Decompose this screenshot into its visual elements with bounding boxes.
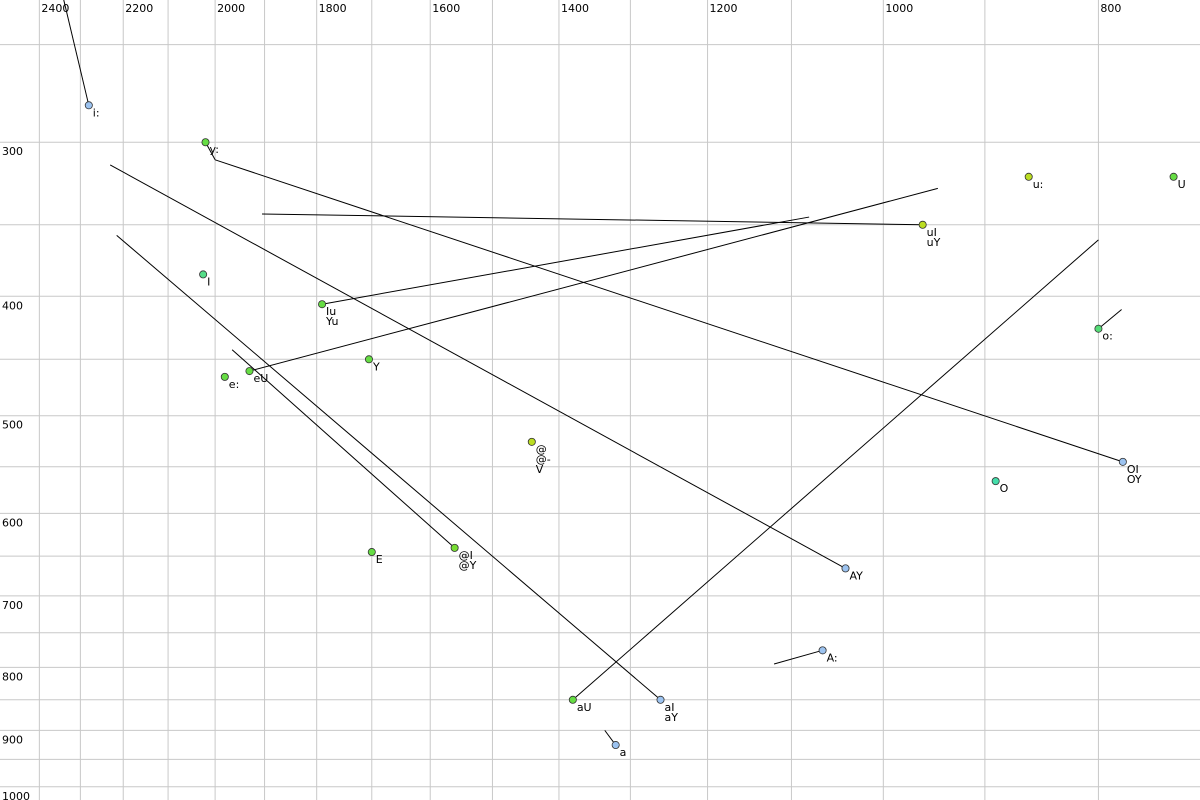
vowel-label: OY: [1127, 473, 1142, 486]
vowel-label: @-: [536, 453, 551, 466]
vowel-point: [656, 695, 665, 704]
vowel-label: A:: [827, 651, 838, 664]
x-tick-label: 800: [1100, 2, 1121, 15]
trajectory: [63, 0, 90, 106]
vowel-label: AY: [850, 569, 864, 582]
vowel-label: O: [1000, 482, 1009, 495]
vowel-label: Iu: [326, 305, 336, 318]
y-tick-label: 400: [2, 299, 23, 312]
trajectory: [572, 239, 1099, 701]
y-tick-label: 900: [2, 733, 23, 746]
vowel-label: i:: [93, 106, 100, 119]
y-tick-label: 600: [2, 516, 23, 529]
vowel-point: [367, 548, 376, 557]
vowel-point: [1024, 172, 1033, 181]
vowel-label: aI: [665, 701, 675, 714]
vowel-label: U: [1178, 178, 1186, 191]
vowel-label: @I: [459, 549, 473, 562]
trajectory: [1098, 309, 1122, 330]
vowel-point: [1169, 172, 1178, 181]
trajectory: [231, 349, 455, 549]
y-tick-label: 300: [2, 145, 23, 158]
vowel-point: [84, 101, 93, 110]
vowel-label: e:: [229, 378, 239, 391]
y-tick-label: 800: [2, 670, 23, 683]
vowel-point: [841, 564, 850, 573]
x-tick-label: 2000: [217, 2, 245, 15]
vowel-point: [527, 437, 536, 446]
vowel-point: [991, 477, 1000, 486]
trajectories: [63, 0, 1123, 746]
trajectory: [262, 213, 923, 226]
x-tick-label: 1000: [885, 2, 913, 15]
vowel-point: [568, 695, 577, 704]
vowel-label: @Y: [459, 559, 477, 572]
vowel-point: [818, 646, 827, 655]
vowel-point: [611, 741, 620, 750]
trajectory: [249, 187, 938, 372]
trajectory: [116, 234, 661, 701]
vowel-label: o:: [1102, 330, 1112, 343]
vowel-label: I: [207, 275, 210, 288]
vowel-label: Yu: [325, 315, 338, 328]
vowel-label: uY: [927, 236, 941, 249]
vowel-label: Y: [372, 360, 380, 373]
vowel-point: [1118, 457, 1127, 466]
vowel-point: [245, 367, 254, 376]
vowel-point: [201, 138, 210, 147]
vowel-point: [918, 220, 927, 229]
y-tick-label: 500: [2, 419, 23, 432]
vowel-point: [199, 270, 208, 279]
vowel-label: a: [620, 746, 627, 759]
vowel-point: [1094, 324, 1103, 333]
x-tick-label: 1200: [710, 2, 738, 15]
vowel-label: aU: [577, 701, 592, 714]
y-tick-label: 700: [2, 599, 23, 612]
x-tick-label: 1800: [319, 2, 347, 15]
vowel-label: eU: [253, 372, 268, 385]
vowel-point: [318, 300, 327, 309]
vowel-point: [364, 355, 373, 364]
y-tick-label: 1000: [2, 790, 30, 800]
vowel-label: E: [376, 553, 383, 566]
trajectory: [773, 649, 823, 665]
vowel-label: @: [536, 443, 547, 456]
tick-labels: 2400 2200 2000 1800 1600 1400 1200 1000 800 300 40…: [2, 2, 1121, 800]
vowel-label: V: [536, 463, 544, 476]
vowel-label: y:: [210, 143, 219, 156]
vowel-label: OI: [1127, 463, 1139, 476]
vowel-point: [220, 372, 229, 381]
vowel-point: [450, 543, 459, 552]
trajectory: [109, 164, 846, 569]
x-tick-label: 2200: [125, 2, 153, 15]
x-tick-label: 1400: [561, 2, 589, 15]
vowel-label: u:: [1033, 178, 1044, 191]
x-tick-label: 2400: [41, 2, 69, 15]
vowel-label: uI: [927, 226, 937, 239]
trajectory: [214, 159, 1123, 463]
vowel-label: aY: [665, 711, 679, 724]
trajectory: [321, 216, 810, 305]
x-tick-label: 1600: [432, 2, 460, 15]
